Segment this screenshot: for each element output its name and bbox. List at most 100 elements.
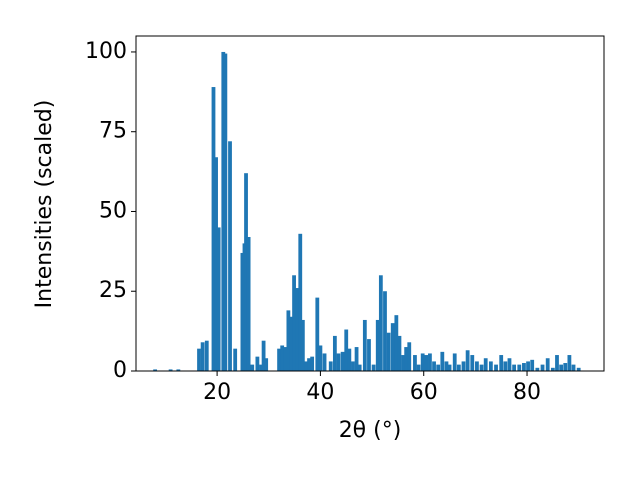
bar <box>315 297 320 371</box>
y-tick-label: 25 <box>99 278 127 303</box>
bar <box>383 291 387 371</box>
bar <box>264 358 269 371</box>
bar <box>344 329 349 371</box>
bar <box>233 348 238 371</box>
bar <box>322 353 327 371</box>
bar <box>413 355 417 371</box>
bar <box>332 335 337 371</box>
bar <box>483 358 488 371</box>
bar <box>436 364 441 371</box>
bar <box>555 355 559 371</box>
bar <box>259 364 263 371</box>
bar <box>540 364 545 371</box>
y-tick-label: 100 <box>85 39 127 64</box>
bar <box>526 361 530 371</box>
bar <box>277 348 281 371</box>
bar <box>550 367 555 371</box>
bar <box>512 364 517 371</box>
bar <box>362 319 367 371</box>
bar <box>228 141 232 371</box>
bar <box>416 364 421 371</box>
bar <box>375 319 380 371</box>
bar <box>255 356 260 371</box>
bar <box>440 351 445 371</box>
bar <box>347 348 352 371</box>
bar <box>204 340 209 371</box>
bar <box>420 353 425 371</box>
plot-frame <box>135 35 605 372</box>
bar <box>567 355 572 371</box>
bar <box>250 364 255 371</box>
bar <box>571 364 576 371</box>
bar <box>295 288 300 371</box>
bar <box>261 340 266 371</box>
bar <box>576 367 581 371</box>
bar <box>371 364 376 371</box>
bar <box>407 342 412 371</box>
bar <box>475 361 479 371</box>
bar <box>461 361 466 371</box>
bar <box>289 316 293 371</box>
bar <box>397 335 402 371</box>
bar <box>200 342 205 371</box>
bar <box>310 356 315 371</box>
bar <box>432 361 436 371</box>
bar <box>223 53 228 372</box>
bar <box>444 361 449 371</box>
bar <box>304 361 308 371</box>
bar <box>354 347 359 371</box>
bar <box>283 347 288 371</box>
bar <box>503 361 508 371</box>
bar <box>176 369 181 371</box>
bar <box>563 363 568 371</box>
bar <box>378 275 383 371</box>
bar <box>357 364 362 371</box>
bar <box>351 361 355 371</box>
bar <box>168 369 173 371</box>
bar <box>522 363 526 371</box>
bar <box>479 364 484 371</box>
bar <box>559 364 564 371</box>
bar <box>488 361 493 371</box>
x-tick-label: 60 <box>410 380 438 405</box>
bar <box>367 339 371 371</box>
y-axis-label: Intensities (scaled) <box>32 100 57 309</box>
bar <box>298 233 303 371</box>
y-tick-label: 0 <box>113 358 127 383</box>
bar <box>530 359 535 371</box>
bar <box>499 355 504 371</box>
bar <box>428 353 432 371</box>
bar <box>216 227 221 371</box>
bar <box>197 348 201 371</box>
bar <box>246 237 251 371</box>
bar <box>214 157 218 371</box>
bar <box>447 364 452 371</box>
y-tick-label: 75 <box>99 119 127 144</box>
bar <box>386 332 391 371</box>
bar <box>517 364 522 371</box>
bar <box>404 347 409 371</box>
bar <box>470 355 475 371</box>
y-tick-label: 50 <box>99 198 127 223</box>
bar <box>456 364 461 371</box>
bar <box>211 87 216 372</box>
bar <box>318 345 323 371</box>
bar <box>286 310 291 371</box>
bar <box>401 355 405 371</box>
bar <box>494 364 498 371</box>
bar <box>300 319 305 371</box>
x-axis-label: 2θ (°) <box>339 418 402 443</box>
bar <box>307 358 311 371</box>
bar <box>221 51 226 371</box>
bar <box>535 367 540 371</box>
bar <box>424 355 429 371</box>
bar <box>153 369 158 371</box>
bar <box>292 275 296 371</box>
bar <box>390 323 395 371</box>
bar <box>328 361 333 371</box>
bar <box>340 351 345 371</box>
bar <box>244 173 248 371</box>
bar <box>507 358 512 371</box>
bar <box>465 350 470 371</box>
